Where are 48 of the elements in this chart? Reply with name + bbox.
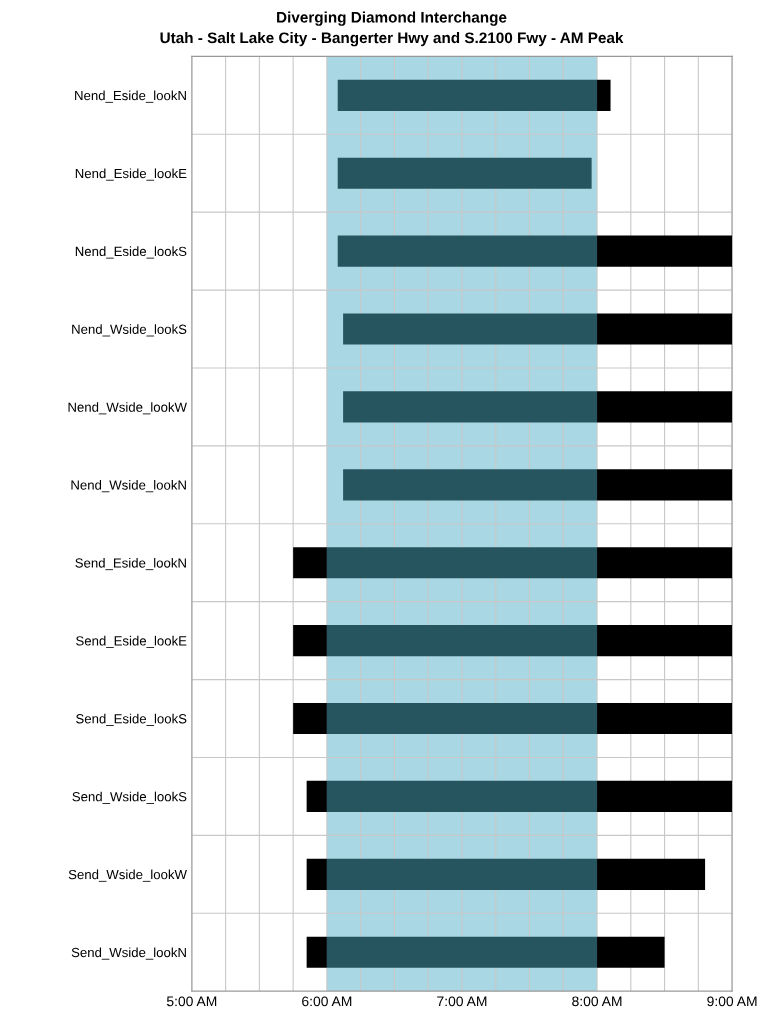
x-tick-label: 5:00 AM xyxy=(166,996,217,1007)
bar xyxy=(597,780,733,812)
y-tick-label: Nend_Eside_lookE xyxy=(75,168,187,181)
bar xyxy=(597,547,733,579)
bar xyxy=(326,780,598,812)
y-tick-label: Nend_Eside_lookS xyxy=(75,246,187,259)
bar xyxy=(337,235,598,267)
bar xyxy=(597,858,706,890)
bar xyxy=(597,625,733,657)
bar xyxy=(326,625,598,657)
bar xyxy=(343,313,598,345)
y-tick-label: Nend_Wside_lookS xyxy=(72,324,187,337)
y-tick-label: Nend_Wside_lookN xyxy=(71,480,186,493)
chart-subtitle: Utah - Salt Lake City - Bangerter Hwy and S.2100 Fwy - AM Peak xyxy=(160,31,624,47)
y-tick-label: Send_Eside_lookS xyxy=(76,713,187,726)
y-tick-label: Send_Eside_lookN xyxy=(75,557,186,571)
bar xyxy=(306,936,327,968)
bar xyxy=(597,702,733,735)
bar xyxy=(293,702,327,735)
bar xyxy=(326,547,598,579)
bar xyxy=(293,625,327,657)
bar xyxy=(306,780,327,812)
bar xyxy=(597,469,733,501)
x-tick-label: 7:00 AM xyxy=(437,996,487,1007)
bar xyxy=(326,702,598,735)
x-tick-label: 6:00 AM xyxy=(302,996,352,1007)
bar xyxy=(343,469,598,501)
bar xyxy=(337,157,592,189)
bar xyxy=(597,313,733,345)
y-tick-label: Send_Wside_lookW xyxy=(68,869,187,882)
bar xyxy=(343,391,598,423)
x-tick-label: 8:00 AM xyxy=(572,996,622,1007)
bar xyxy=(293,547,327,579)
bar xyxy=(597,391,733,423)
chart-title: Diverging Diamond Interchange xyxy=(277,11,507,26)
y-tick-label: Nend_Wside_lookW xyxy=(68,402,187,415)
y-tick-label: Send_Wside_lookS xyxy=(72,791,187,804)
bar xyxy=(597,936,665,968)
x-tick-label: 9:00 AM xyxy=(707,996,757,1007)
y-tick-label: Send_Wside_lookN xyxy=(71,947,186,960)
bar xyxy=(597,79,611,111)
bar xyxy=(326,936,598,968)
y-tick-label: Send_Eside_lookE xyxy=(76,635,187,649)
bar xyxy=(306,858,327,890)
bar xyxy=(337,79,598,111)
bar xyxy=(597,235,733,267)
bar xyxy=(326,858,598,890)
y-tick-label: Nend_Eside_lookN xyxy=(75,90,186,103)
